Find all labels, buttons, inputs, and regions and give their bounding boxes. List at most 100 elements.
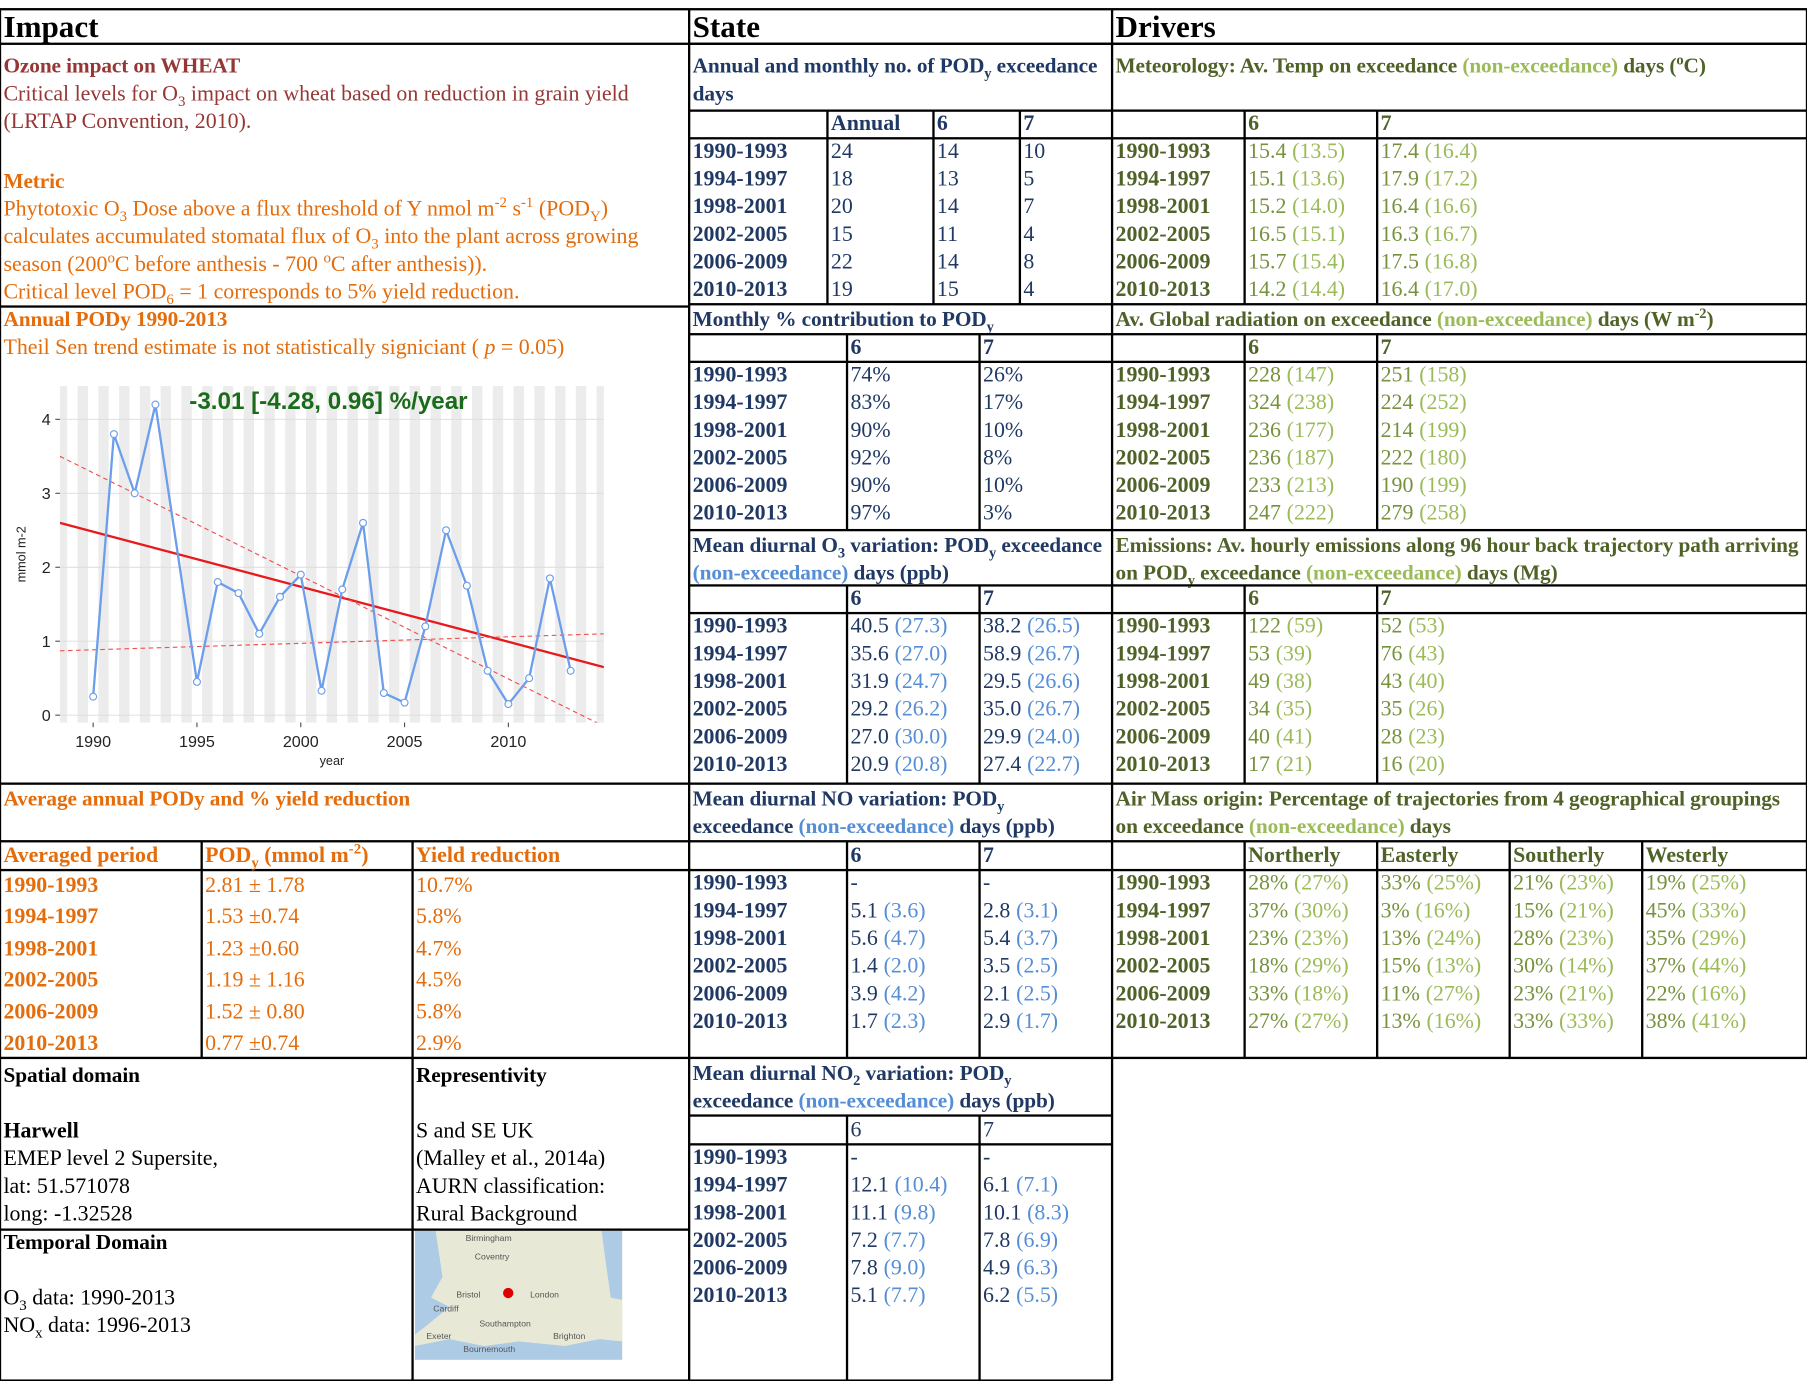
table-cell: 2.9%	[416, 1028, 688, 1060]
table-cell: Annual	[831, 111, 932, 139]
text-run: 20.9	[850, 753, 888, 777]
y-axis-label: mmol m-2	[14, 526, 28, 582]
text-run: (23%)	[1559, 927, 1614, 951]
data-point	[401, 699, 408, 706]
text-run: Annual and monthly no. of POD	[693, 55, 985, 78]
rule	[1244, 841, 1246, 1058]
table-cell: 7.8(9.0)	[850, 1255, 978, 1283]
rule	[1509, 841, 1511, 1058]
data-point	[277, 593, 284, 600]
table-cell: 58.9(26.7)	[983, 641, 1111, 669]
data-point	[193, 678, 200, 685]
text-run: 33%	[1248, 982, 1288, 1006]
table-cell: 76(43)	[1381, 641, 1806, 669]
table-cell: 1994-1997	[3, 902, 200, 934]
rule	[846, 1116, 848, 1381]
table-cell: 22	[831, 249, 932, 277]
table-cell: 1994-1997	[1116, 390, 1244, 418]
table-cell: 2010-2013	[693, 1283, 846, 1311]
stripe	[264, 386, 274, 723]
site-marker	[503, 1288, 513, 1298]
text-run: -1	[521, 193, 533, 210]
section-title: Representivity	[416, 1063, 686, 1091]
text-run: 214	[1381, 418, 1414, 442]
text-run: (199)	[1419, 474, 1466, 498]
text-run: data: 1996-2013	[43, 1314, 191, 1338]
text-run: (27%)	[1426, 982, 1481, 1006]
text-run: (15.4)	[1292, 250, 1345, 274]
rule	[689, 529, 1112, 531]
page: 0123419901995200020052010yearmmol m-2-3.…	[0, 0, 1807, 1381]
text-run: days (Mg)	[1462, 562, 1558, 585]
text-run: (2.0)	[884, 954, 926, 978]
table-cell: 251(158)	[1381, 362, 1806, 390]
table-cell: 31.9(24.7)	[850, 668, 978, 696]
x-tick-label: 2010	[490, 733, 526, 751]
text-run: p	[484, 335, 495, 359]
map-label: Coventry	[475, 1252, 510, 1262]
table-cell: 16.4(17.0)	[1381, 277, 1806, 305]
table-cell: 3.5(2.5)	[983, 953, 1111, 981]
text-run: 15.7	[1248, 250, 1286, 274]
text-run: (30%)	[1294, 899, 1349, 923]
text-run: Critical levels for O	[3, 82, 178, 106]
text-run: (14.4)	[1292, 278, 1345, 302]
table-cell: 2010-2013	[1116, 751, 1244, 779]
table-cell: 6	[1248, 111, 1376, 139]
table-cell: 4.7%	[416, 933, 688, 965]
text-run: 222	[1381, 446, 1414, 470]
table-cell: Southerly	[1513, 841, 1641, 870]
table-cell: 35.0(26.7)	[983, 696, 1111, 724]
data-point	[110, 431, 117, 438]
table-cell: 40(41)	[1248, 724, 1376, 752]
map-label: London	[530, 1290, 559, 1300]
table-cell: 14	[937, 138, 1019, 166]
text-run: )	[1706, 309, 1713, 332]
text-run: 13%	[1381, 927, 1421, 951]
text-run: o	[1676, 52, 1683, 68]
table-cell: -	[850, 1144, 978, 1172]
text-run: 38%	[1646, 1010, 1686, 1034]
table-cell: 29.9(24.0)	[983, 724, 1111, 752]
table-cell: 279(258)	[1381, 500, 1806, 528]
text-run: (non-exceedance)	[1249, 816, 1405, 839]
table-cell: 6	[850, 841, 978, 870]
text-run: (13.6)	[1292, 167, 1345, 191]
table-cell: 15.1(13.6)	[1248, 166, 1376, 194]
table-cell: 17.9(17.2)	[1381, 166, 1806, 194]
text-run: (30.0)	[895, 725, 948, 749]
text-run: 15.4	[1248, 139, 1286, 163]
table-cell: 2006-2009	[693, 1255, 846, 1283]
text-run: exceedance	[693, 816, 799, 839]
rule	[0, 1057, 689, 1059]
text-run: (23)	[1408, 725, 1444, 749]
data-point	[484, 667, 491, 674]
rule	[689, 1057, 1112, 1059]
site-name: Harwell	[3, 1118, 409, 1146]
text-run: 17.5	[1381, 250, 1419, 274]
text-run: (213)	[1287, 474, 1334, 498]
rule	[1244, 111, 1246, 305]
text-run: (21%)	[1559, 899, 1614, 923]
text-run: 4.9	[983, 1256, 1010, 1280]
section-title: Air Mass origin: Percentage of trajector…	[1116, 786, 1804, 841]
table-cell: 14.2(14.4)	[1248, 277, 1376, 305]
text-run: 28%	[1248, 871, 1288, 895]
stripe	[306, 386, 316, 723]
table-cell: 8%	[983, 445, 1111, 473]
table-cell: 7	[1381, 585, 1806, 613]
text-run: (180)	[1419, 446, 1466, 470]
text-run: (non-exceedance)	[1306, 562, 1462, 585]
text-run: (3.7)	[1016, 927, 1058, 951]
table-cell: 17(21)	[1248, 751, 1376, 779]
stripe	[60, 386, 67, 723]
text-run: 3	[371, 235, 378, 252]
text-run: 6.2	[983, 1284, 1010, 1308]
table-cell: 5.6(4.7)	[850, 925, 978, 953]
text-run: (1.7)	[1016, 1010, 1058, 1034]
stripe	[472, 386, 482, 723]
table-cell: 2002-2005	[693, 696, 846, 724]
table-cell: 1.4(2.0)	[850, 953, 978, 981]
table-cell: 1.53 ±0.74	[205, 902, 411, 934]
text-run: (4.7)	[884, 927, 926, 951]
